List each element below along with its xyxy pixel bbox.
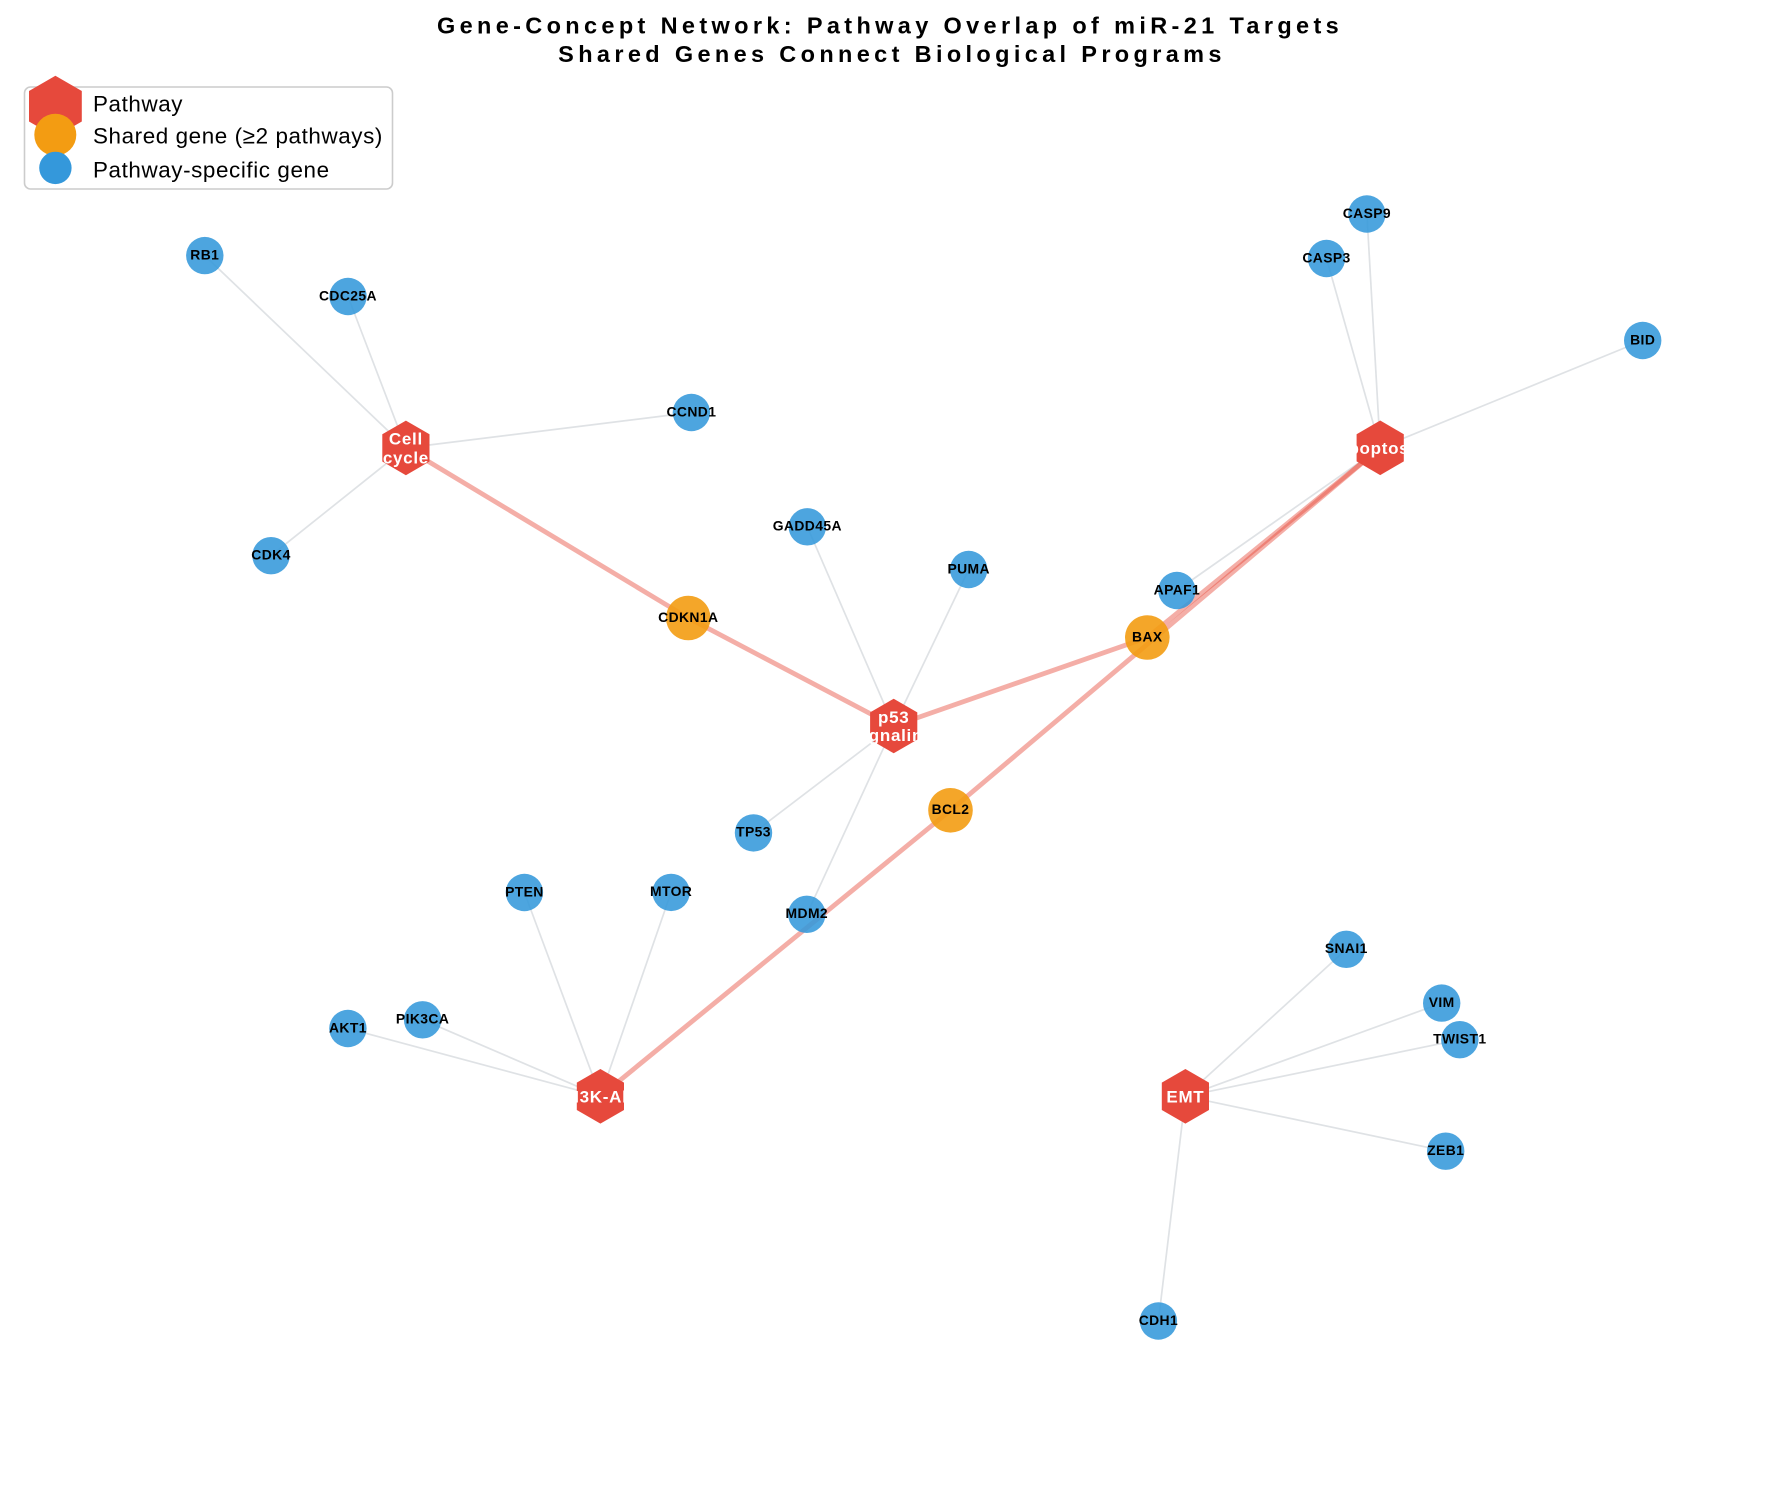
svg-text:Pathway-specific gene: Pathway-specific gene <box>93 158 330 183</box>
svg-text:signaling: signaling <box>853 726 934 745</box>
svg-text:APAF1: APAF1 <box>1154 581 1201 597</box>
svg-text:ZEB1: ZEB1 <box>1427 1142 1464 1158</box>
svg-text:TP53: TP53 <box>736 824 771 840</box>
svg-text:CDKN1A: CDKN1A <box>658 609 718 625</box>
svg-text:Shared Genes Connect Biologica: Shared Genes Connect Biological Programs <box>558 41 1226 67</box>
svg-text:BAX: BAX <box>1132 628 1163 644</box>
svg-text:Cell: Cell <box>389 429 423 448</box>
svg-text:BID: BID <box>1630 331 1655 347</box>
svg-text:TWIST1: TWIST1 <box>1433 1031 1486 1047</box>
svg-text:CASP9: CASP9 <box>1343 205 1391 221</box>
svg-text:CDK4: CDK4 <box>251 547 290 563</box>
svg-text:Pathway: Pathway <box>93 92 183 117</box>
svg-text:cycle: cycle <box>383 448 429 467</box>
svg-text:MDM2: MDM2 <box>786 905 829 921</box>
svg-text:GADD45A: GADD45A <box>773 518 842 534</box>
svg-text:AKT1: AKT1 <box>329 1019 367 1035</box>
svg-text:MTOR: MTOR <box>650 883 692 899</box>
svg-text:PI3K-Akt: PI3K-Akt <box>562 1087 638 1106</box>
svg-text:BCL2: BCL2 <box>932 801 970 817</box>
svg-text:CCND1: CCND1 <box>666 403 716 419</box>
svg-text:CDC25A: CDC25A <box>319 287 377 303</box>
svg-text:Shared gene (≥2 pathways): Shared gene (≥2 pathways) <box>93 124 383 149</box>
svg-text:CDH1: CDH1 <box>1139 1312 1178 1328</box>
svg-text:PIK3CA: PIK3CA <box>396 1011 449 1027</box>
svg-text:PTEN: PTEN <box>505 883 544 899</box>
svg-text:CASP3: CASP3 <box>1302 249 1350 265</box>
svg-text:SNAI1: SNAI1 <box>1325 940 1368 956</box>
svg-text:VIM: VIM <box>1429 994 1455 1010</box>
svg-text:EMT: EMT <box>1166 1087 1204 1106</box>
svg-text:p53: p53 <box>878 708 909 727</box>
svg-text:Apoptosis: Apoptosis <box>1335 439 1424 458</box>
svg-text:RB1: RB1 <box>190 246 219 262</box>
svg-text:Gene-Concept Network: Pathway: Gene-Concept Network: Pathway Overlap of… <box>437 13 1343 39</box>
svg-text:PUMA: PUMA <box>947 560 990 576</box>
